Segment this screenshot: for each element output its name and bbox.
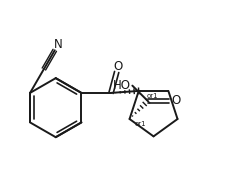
Text: or1: or1 bbox=[147, 93, 158, 99]
Text: O: O bbox=[113, 60, 122, 73]
Text: or1: or1 bbox=[135, 121, 146, 127]
Text: N: N bbox=[54, 38, 63, 51]
Text: HO: HO bbox=[113, 79, 131, 92]
Text: O: O bbox=[172, 94, 181, 107]
